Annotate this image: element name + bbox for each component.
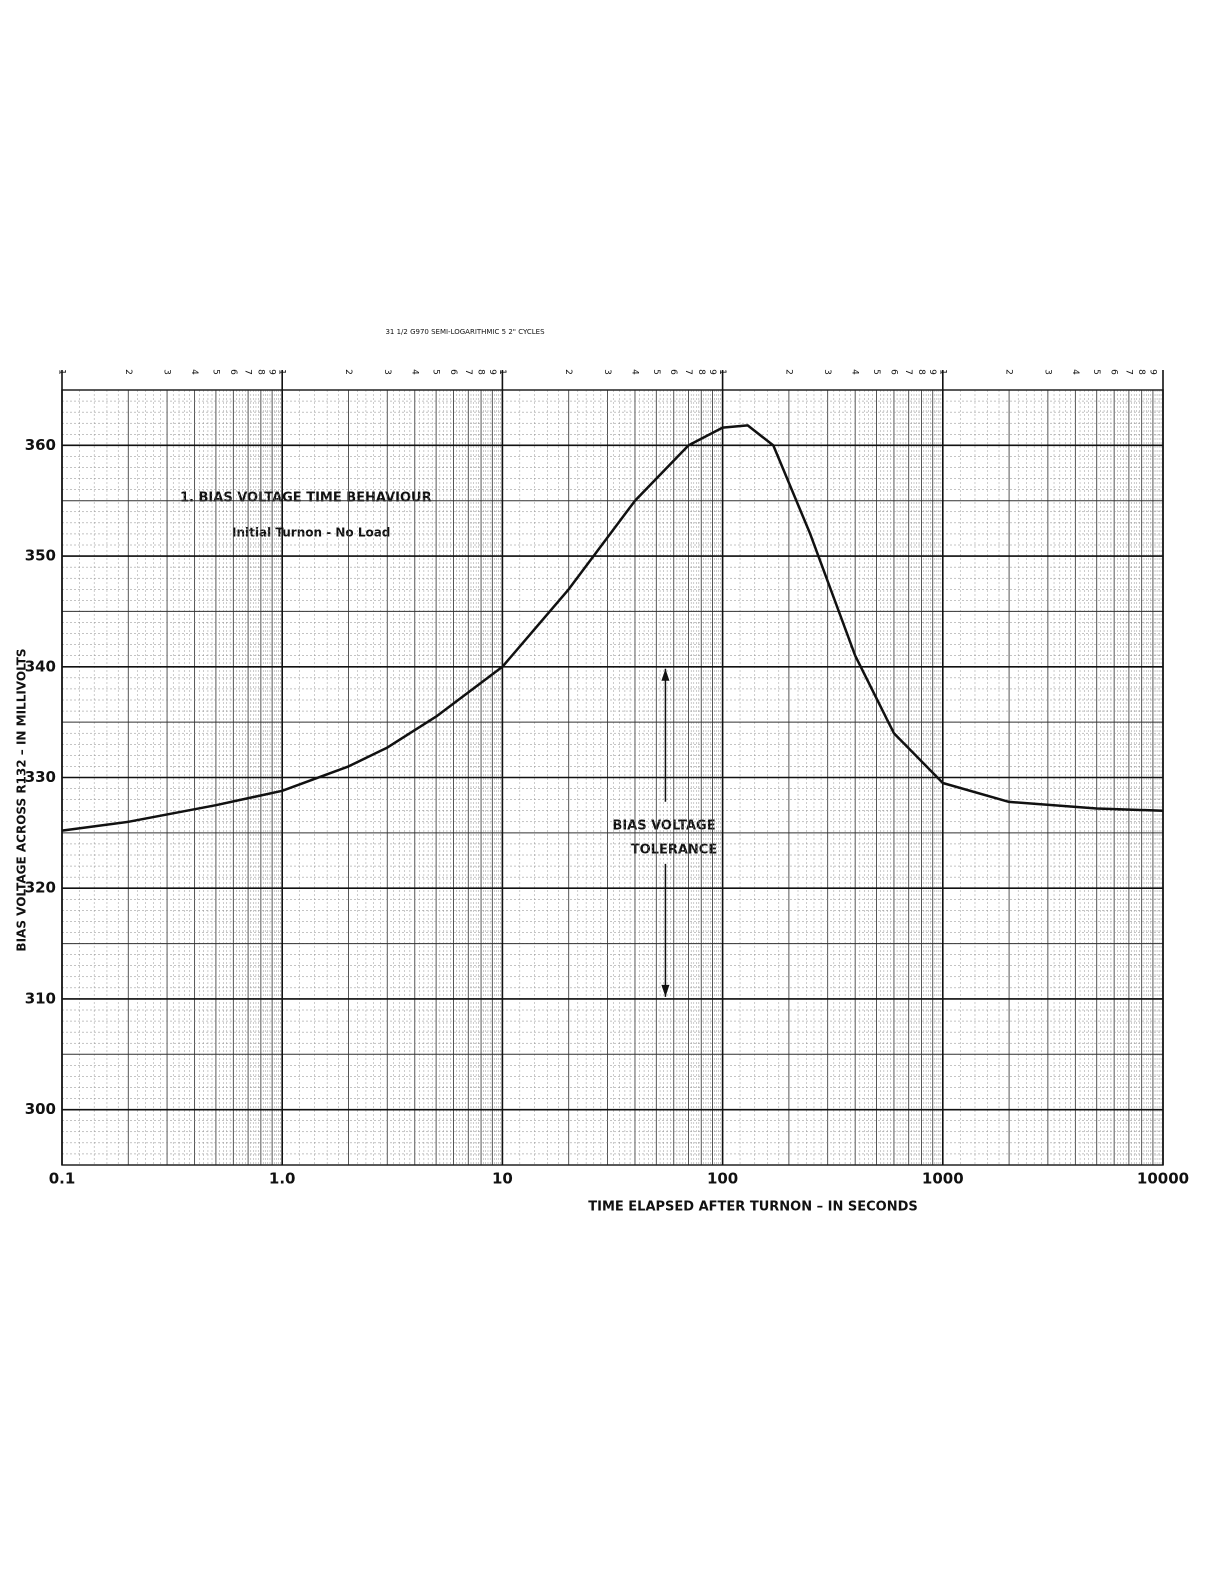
top-cycle-label: 4 <box>409 369 419 375</box>
top-cycle-label: 9 <box>707 369 717 375</box>
y-tick-label: 320 <box>25 879 56 897</box>
top-cycle-label: 6 <box>668 369 678 375</box>
top-cycle-label: 8 <box>916 369 926 375</box>
top-cycle-label: 3 <box>1042 369 1052 375</box>
top-cycle-label: 2 <box>783 369 793 375</box>
y-tick-label: 340 <box>25 657 56 675</box>
data-line <box>61 424 1164 832</box>
top-cycle-label: 5 <box>871 369 881 375</box>
top-cycle-label: 3 <box>822 369 832 375</box>
top-cycle-label: 5 <box>210 369 220 375</box>
y-tick-label: 350 <box>25 547 56 565</box>
top-cycle-label: 2 <box>343 369 353 375</box>
top-cycle-label: 2 <box>1004 369 1014 375</box>
y-tick-label: 300 <box>25 1100 56 1118</box>
top-cycle-label: 7 <box>1123 369 1133 375</box>
paper-caption: 31 1/2 G970 SEMI-LOGARITHMIC 5 2" CYCLES <box>385 328 545 336</box>
y-tick-label: 310 <box>25 989 56 1007</box>
top-cycle-label: 6 <box>888 369 898 375</box>
top-cycle-label: 5 <box>1091 369 1101 375</box>
arrow-head <box>661 984 670 997</box>
top-cycle-label: 8 <box>696 369 706 375</box>
x-tick-label: 10000 <box>1137 1170 1189 1188</box>
annotation: BIAS VOLTAGE <box>612 819 715 834</box>
arrow-head <box>661 668 670 681</box>
top-cycle-label: 7 <box>903 369 913 375</box>
top-cycle-label: 9 <box>267 369 277 375</box>
top-cycle-label: 6 <box>228 369 238 375</box>
top-cycle-label: 5 <box>431 369 441 375</box>
y-axis-label: BIAS VOLTAGE ACROSS R132 – IN MILLIVOLTS <box>15 648 29 951</box>
x-axis-label: TIME ELAPSED AFTER TURNON – IN SECONDS <box>588 1200 918 1215</box>
x-tick-label: 0.1 <box>49 1170 76 1188</box>
top-cycle-label: 4 <box>629 369 639 375</box>
top-cycle-label: 9 <box>927 369 937 375</box>
top-cycle-label: 2 <box>123 369 133 375</box>
top-cycle-label: 3 <box>602 369 612 375</box>
chart-subtitle: Initial Turnon - No Load <box>232 526 390 540</box>
top-cycle-label: 7 <box>243 369 253 375</box>
top-cycle-label: 3 <box>162 369 172 375</box>
y-tick-label: 330 <box>25 768 56 786</box>
top-cycle-label: 4 <box>850 369 860 375</box>
top-cycle-label: 9 <box>487 369 497 375</box>
top-cycle-label: 8 <box>1136 369 1146 375</box>
top-cycle-label: 3 <box>382 369 392 375</box>
top-cycle-label: 9 <box>1147 369 1157 375</box>
top-cycle-label: 4 <box>189 369 199 375</box>
chart-title: 1. BIAS VOLTAGE TIME BEHAVIOUR <box>180 491 432 506</box>
x-tick-label: 1.0 <box>269 1170 296 1188</box>
y-tick-label: 360 <box>25 436 56 454</box>
x-tick-label: 10 <box>492 1170 513 1188</box>
top-cycle-label: 2 <box>563 369 573 375</box>
top-cycle-label: 6 <box>1109 369 1119 375</box>
x-tick-label: 1000 <box>922 1170 964 1188</box>
top-cycle-label: 5 <box>651 369 661 375</box>
top-cycle-label: 7 <box>463 369 473 375</box>
top-cycle-label: 6 <box>448 369 458 375</box>
top-cycle-label: 8 <box>476 369 486 375</box>
top-cycle-label: 8 <box>255 369 265 375</box>
top-cycle-label: 4 <box>1070 369 1080 375</box>
x-tick-label: 100 <box>707 1170 738 1188</box>
top-cycle-label: 7 <box>683 369 693 375</box>
